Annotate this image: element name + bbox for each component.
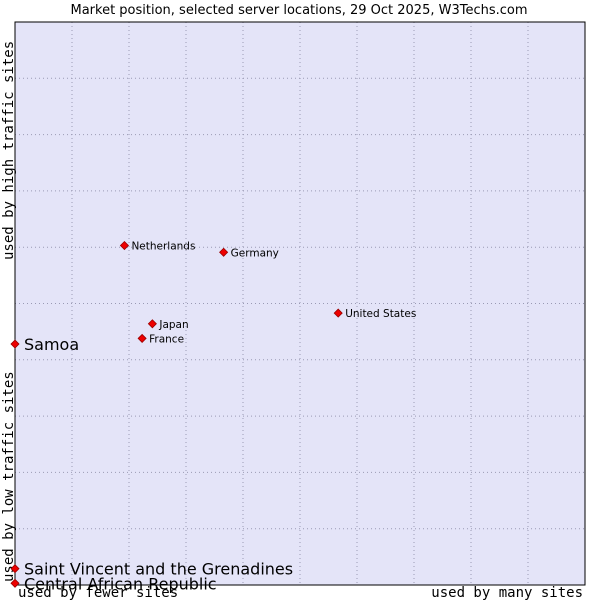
data-label: Netherlands <box>131 241 195 253</box>
data-point-japan: Japan <box>147 319 189 331</box>
data-label: Samoa <box>24 335 79 354</box>
data-point-marker <box>137 333 147 343</box>
data-point-central-african-republic: Central African Republic <box>10 574 217 593</box>
x-axis-label-right: used by many sites <box>431 585 583 600</box>
chart-title: Market position, selected server locatio… <box>70 3 527 18</box>
data-point-saint-vincent-and-the-grenadines: Saint Vincent and the Grenadines <box>10 560 293 579</box>
grid-lines <box>15 22 585 585</box>
x-axis-label-left: used by fewer sites <box>18 585 178 600</box>
data-point-united-states: United States <box>333 308 416 320</box>
data-point-marker <box>10 564 20 574</box>
data-label: Central African Republic <box>24 574 217 593</box>
data-points: Netherlands Germany United States Japan Fran… <box>10 240 416 593</box>
data-point-marker <box>147 319 157 329</box>
data-label: Japan <box>158 319 188 331</box>
data-point-marker <box>119 240 130 251</box>
data-point-marker <box>219 247 229 257</box>
data-label: France <box>149 333 184 345</box>
data-label: Saint Vincent and the Grenadines <box>24 560 293 579</box>
data-point-samoa: Samoa <box>10 335 79 354</box>
y-axis-label-bottom: used by low traffic sites <box>1 371 17 582</box>
data-point-marker <box>333 308 343 318</box>
data-point-marker <box>10 339 20 349</box>
data-point-germany: Germany <box>219 247 279 259</box>
data-point-netherlands: Netherlands <box>119 240 195 253</box>
data-label: United States <box>345 308 416 320</box>
plot-border <box>14 21 586 586</box>
data-point-marker <box>10 578 20 588</box>
data-point-france: France <box>137 333 184 345</box>
data-label: Germany <box>231 247 279 259</box>
y-axis-label-top: used by high traffic sites <box>1 41 17 260</box>
